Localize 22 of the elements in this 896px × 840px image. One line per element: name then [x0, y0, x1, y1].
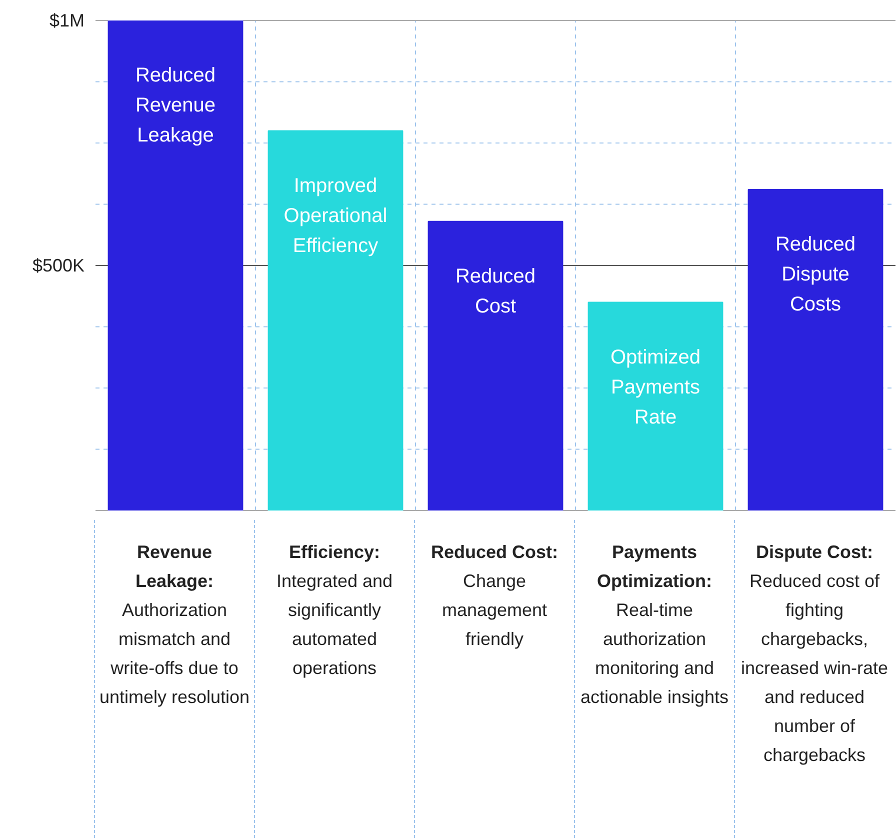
bar: [428, 220, 564, 510]
bar: [108, 20, 244, 510]
text: Reduced Cost:: [430, 542, 558, 562]
text: Revenue Leakage:: [135, 542, 214, 591]
bar: [748, 189, 884, 510]
x-tick-label: Improved Operational Efficiency: [284, 174, 388, 257]
text: Dispute Cost:: [756, 542, 873, 562]
text: Efficiency:: [288, 542, 380, 562]
x-tick-label: Optimized Payments Rate: [610, 346, 701, 428]
text: Reduced cost of fighting chargebacks, increased win-rate and reduced number of chargebacks: [740, 571, 888, 765]
text: Real-time authorization monitoring and actionable insights: [580, 600, 729, 707]
bar: [588, 302, 724, 510]
text: Authorization mismatch and write-offs due to untimely resolution: [99, 600, 250, 707]
y-tick-label: $1M: [49, 10, 84, 30]
text: Payments Optimization:: [597, 542, 712, 591]
x-tick-label: Reduced Revenue Leakage: [135, 64, 216, 146]
bar: [268, 130, 404, 510]
text: Integrated and significantly automated operations: [276, 571, 393, 678]
x-tick-label: Reduced Cost: [455, 265, 536, 318]
x-tick-label: Reduced Dispute Costs: [775, 234, 856, 316]
y-tick-label: $500K: [32, 256, 85, 276]
text: Change management friendly: [442, 571, 548, 649]
